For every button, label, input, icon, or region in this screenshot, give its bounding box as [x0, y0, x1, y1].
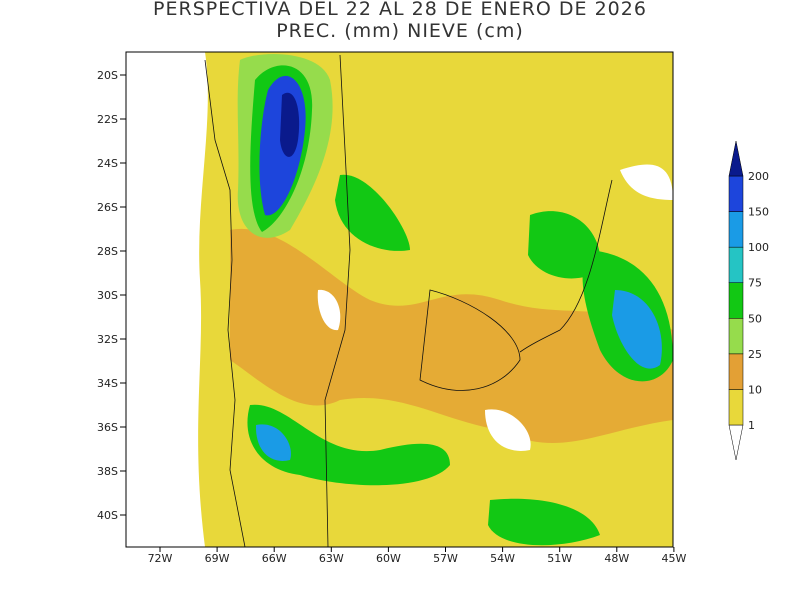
legend-label: 25: [748, 348, 762, 361]
legend-swatch: [728, 318, 744, 355]
precip-blob: [255, 424, 291, 461]
lat-label: 28S: [97, 245, 118, 258]
precip-blob: [335, 174, 410, 251]
lat-label: 22S: [97, 113, 118, 126]
legend-swatch: [728, 282, 744, 319]
lat-label: 34S: [97, 377, 118, 390]
lat-label: 32S: [97, 333, 118, 346]
no-precip: [620, 164, 673, 200]
precip-blob: [247, 404, 450, 486]
lat-label: 30S: [97, 289, 118, 302]
lat-label: 38S: [97, 465, 118, 478]
no-precip: [485, 409, 531, 451]
legend-swatch: [728, 246, 744, 283]
legend-upper-triangle: [728, 140, 744, 177]
lat-label: 36S: [97, 421, 118, 434]
legend-label: 50: [748, 312, 762, 325]
legend-lower-triangle: [728, 424, 744, 461]
pacific: [126, 52, 208, 547]
lon-label: 57W: [433, 552, 458, 565]
lat-label: 24S: [97, 157, 118, 170]
lon-label: 48W: [604, 552, 629, 565]
legend-label: 1: [748, 419, 755, 432]
legend-label: 75: [748, 277, 762, 290]
precip-blob: [488, 498, 600, 546]
legend-label: 10: [748, 383, 762, 396]
legend-label: 100: [748, 241, 769, 254]
lat-label: 40S: [97, 509, 118, 522]
lon-label: 60W: [376, 552, 401, 565]
lat-label: 26S: [97, 201, 118, 214]
precip-blob: [280, 92, 300, 157]
lon-label: 51W: [547, 552, 572, 565]
legend-swatch: [728, 175, 744, 212]
lon-label: 69W: [205, 552, 230, 565]
map-area: [125, 51, 674, 548]
precip-blob: [528, 211, 601, 279]
borders: [204, 54, 613, 547]
precip-blob: [230, 228, 673, 443]
legend-swatch: [728, 211, 744, 248]
legend-label: 200: [748, 170, 769, 183]
lon-label: 63W: [319, 552, 344, 565]
legend-swatch: [728, 389, 744, 426]
lon-label: 54W: [490, 552, 515, 565]
title: PERSPECTIVA DEL 22 AL 28 DE ENERO DE 202…: [153, 0, 647, 20]
no-precip: [317, 289, 341, 331]
legend-swatch: [728, 353, 744, 390]
precip-blob: [612, 290, 662, 369]
map-frame: [125, 51, 674, 548]
subtitle: PREC. (mm) NIEVE (cm): [276, 20, 524, 42]
lon-label: 72W: [148, 552, 173, 565]
lat-label: 20S: [97, 69, 118, 82]
legend-label: 150: [748, 206, 769, 219]
lon-label: 66W: [262, 552, 287, 565]
lon-label: 45W: [661, 552, 686, 565]
